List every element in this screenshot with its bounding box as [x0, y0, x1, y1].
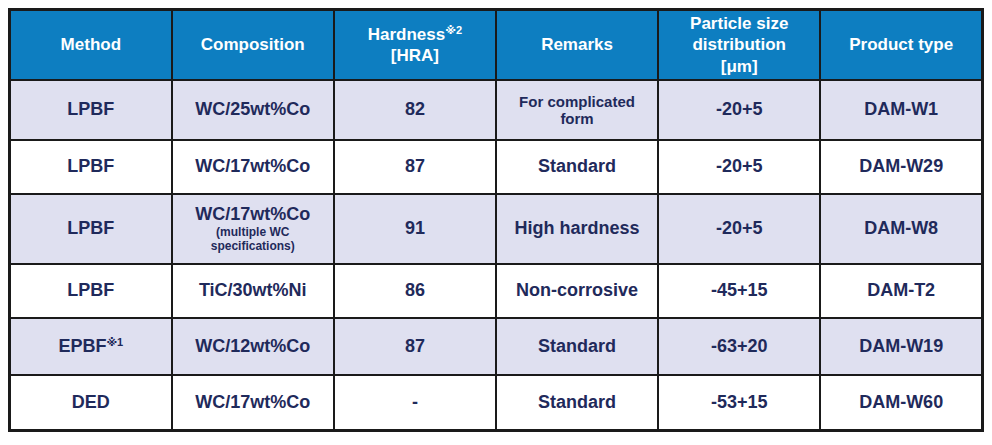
- cell-remarks: For complicated form: [496, 80, 658, 140]
- cell-composition: TiC/30wt%Ni: [172, 264, 334, 318]
- particle-size-value: -45+15: [711, 280, 768, 300]
- hardness-value: 82: [405, 99, 425, 119]
- cell-hardness: 87: [334, 140, 496, 194]
- remarks-label: Non-corrosive: [516, 280, 638, 300]
- cell-remarks: Non-corrosive: [496, 264, 658, 318]
- cell-method: LPBF: [10, 194, 172, 264]
- particle-size-value: -53+15: [711, 392, 768, 412]
- product-type-label: DAM-W19: [859, 336, 943, 356]
- cell-hardness: 87: [334, 318, 496, 375]
- cell-product-type: DAM-W8: [820, 194, 982, 264]
- col-header-composition-label: Composition: [201, 35, 305, 54]
- cell-remarks: Standard: [496, 375, 658, 431]
- product-type-label: DAM-T2: [867, 280, 935, 300]
- table-row: LPBF WC/17wt%Co(multiple WC specification…: [10, 194, 983, 264]
- cell-product-type: DAM-W29: [820, 140, 982, 194]
- footnote-mark-1: ※1: [106, 336, 123, 348]
- cell-composition: WC/25wt%Co: [172, 80, 334, 140]
- cell-method: EPBF※1: [10, 318, 172, 375]
- cell-method: DED: [10, 375, 172, 431]
- table-body: LPBF WC/25wt%Co 82 For complicated form -20+…: [10, 80, 983, 431]
- composition-label: WC/17wt%Co: [177, 204, 329, 225]
- table-row: LPBF WC/25wt%Co 82 For complicated form -20+…: [10, 80, 983, 140]
- product-type-label: DAM-W1: [864, 99, 938, 119]
- col-header-hardness-label: Hardness※2: [339, 24, 491, 45]
- method-label: LPBF: [67, 280, 114, 300]
- method-label: LPBF: [67, 218, 114, 238]
- table-row: EPBF※1WC/12wt%Co87Standard-63+20DAM-W19: [10, 318, 983, 375]
- particle-size-value: -20+5: [716, 99, 763, 119]
- cell-hardness: 86: [334, 264, 496, 318]
- cell-particle-size: -63+20: [658, 318, 820, 375]
- cell-remarks: Standard: [496, 318, 658, 375]
- product-type-label: DAM-W60: [859, 392, 943, 412]
- cell-particle-size: -20+5: [658, 140, 820, 194]
- hardness-value: 86: [405, 280, 425, 300]
- col-header-product-label: Product type: [849, 35, 953, 54]
- remarks-label: Standard: [538, 336, 616, 356]
- particle-size-value: -20+5: [716, 218, 763, 238]
- col-header-method: Method: [10, 10, 172, 80]
- col-header-remarks: Remarks: [496, 10, 658, 80]
- cell-method: LPBF: [10, 140, 172, 194]
- remarks-label: Standard: [538, 392, 616, 412]
- cell-composition: WC/12wt%Co: [172, 318, 334, 375]
- remarks-label: For complicated form: [519, 93, 635, 127]
- col-header-remarks-label: Remarks: [541, 35, 613, 54]
- composition-label: WC/17wt%Co: [177, 156, 329, 177]
- cell-method: LPBF: [10, 264, 172, 318]
- cell-composition: WC/17wt%Co(multiple WC specifications): [172, 194, 334, 264]
- table-row: LPBF TiC/30wt%Ni 86 Non-corrosive -45+15 DAM-…: [10, 264, 983, 318]
- hardness-value: 91: [405, 218, 425, 238]
- hardness-value: -: [412, 392, 418, 412]
- cell-particle-size: -20+5: [658, 194, 820, 264]
- cell-hardness: -: [334, 375, 496, 431]
- col-header-particle-unit: [μm]: [663, 56, 815, 77]
- cell-product-type: DAM-W19: [820, 318, 982, 375]
- method-label: LPBF: [67, 99, 114, 119]
- col-header-composition: Composition: [172, 10, 334, 80]
- cell-particle-size: -45+15: [658, 264, 820, 318]
- composition-note: (multiple WC specifications): [177, 226, 329, 254]
- table-row: LPBF WC/17wt%Co 87 Standard -20+5 DAM-W29: [10, 140, 983, 194]
- cell-method: LPBF: [10, 80, 172, 140]
- col-header-product: Product type: [820, 10, 982, 80]
- method-label: LPBF: [67, 156, 114, 176]
- cell-hardness: 82: [334, 80, 496, 140]
- cell-product-type: DAM-T2: [820, 264, 982, 318]
- method-label: DED: [72, 392, 110, 412]
- col-header-particle: Particle size distribution [μm]: [658, 10, 820, 80]
- particle-size-value: -20+5: [716, 156, 763, 176]
- cell-hardness: 91: [334, 194, 496, 264]
- cell-remarks: Standard: [496, 140, 658, 194]
- cell-particle-size: -53+15: [658, 375, 820, 431]
- col-header-method-label: Method: [61, 35, 121, 54]
- cell-particle-size: -20+5: [658, 80, 820, 140]
- cell-composition: WC/17wt%Co: [172, 140, 334, 194]
- header-row: Method Composition Hardness※2 [HRA] Rema…: [10, 10, 983, 80]
- product-spec-table: Method Composition Hardness※2 [HRA] Rema…: [8, 8, 984, 432]
- footnote-mark-2: ※2: [445, 24, 462, 36]
- col-header-hardness-unit: [HRA]: [339, 45, 491, 66]
- composition-label: WC/25wt%Co: [177, 99, 329, 120]
- remarks-label: High hardness: [515, 218, 640, 238]
- hardness-value: 87: [405, 156, 425, 176]
- composition-label: WC/12wt%Co: [177, 336, 329, 357]
- col-header-hardness: Hardness※2 [HRA]: [334, 10, 496, 80]
- product-type-label: DAM-W8: [864, 218, 938, 238]
- composition-label: TiC/30wt%Ni: [177, 280, 329, 301]
- cell-composition: WC/17wt%Co: [172, 375, 334, 431]
- cell-remarks: High hardness: [496, 194, 658, 264]
- particle-size-value: -63+20: [711, 336, 768, 356]
- table-row: DED WC/17wt%Co - Standard -53+15 DAM-W60: [10, 375, 983, 431]
- product-type-label: DAM-W29: [859, 156, 943, 176]
- cell-product-type: DAM-W1: [820, 80, 982, 140]
- col-header-particle-label: Particle size distribution: [663, 13, 815, 56]
- method-label: EPBF: [58, 336, 106, 356]
- cell-product-type: DAM-W60: [820, 375, 982, 431]
- composition-label: WC/17wt%Co: [177, 392, 329, 413]
- remarks-label: Standard: [538, 156, 616, 176]
- hardness-value: 87: [405, 336, 425, 356]
